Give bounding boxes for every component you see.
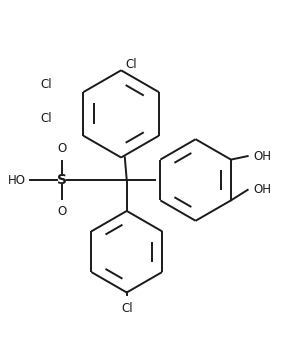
Text: OH: OH — [253, 183, 271, 196]
Text: S: S — [57, 173, 67, 187]
Text: HO: HO — [7, 174, 26, 186]
Text: O: O — [57, 142, 67, 155]
Text: Cl: Cl — [40, 112, 52, 125]
Text: OH: OH — [253, 150, 271, 163]
Text: Cl: Cl — [125, 58, 137, 71]
Text: Cl: Cl — [40, 78, 52, 91]
Text: O: O — [57, 205, 67, 218]
Text: Cl: Cl — [121, 302, 133, 315]
